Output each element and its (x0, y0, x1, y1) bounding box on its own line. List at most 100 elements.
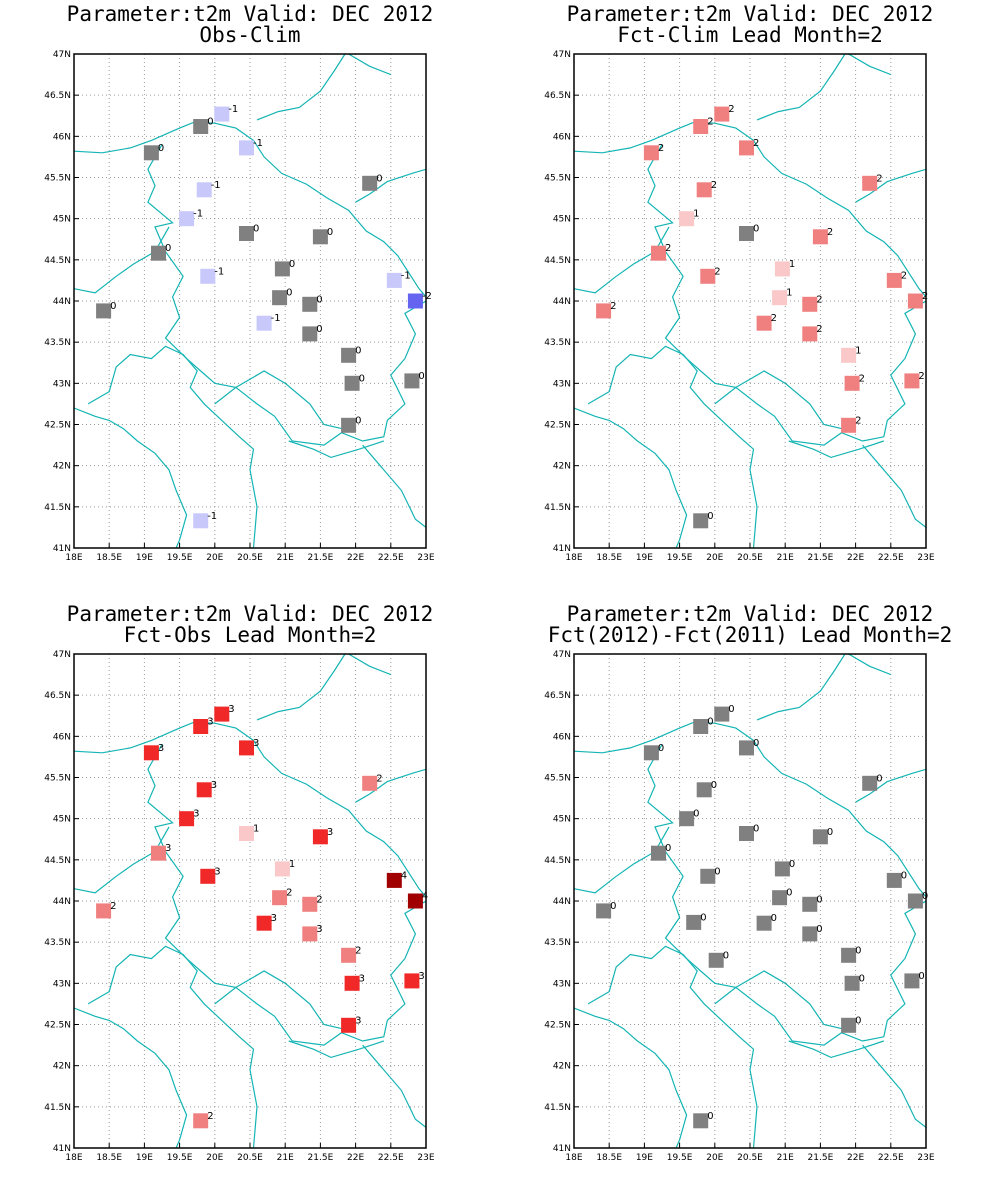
station-value-label: 3 (359, 973, 365, 984)
station-value-label: -1 (193, 209, 203, 220)
lat-tick-label: 43N (53, 379, 71, 389)
station-marker (302, 896, 318, 912)
country-boundary (214, 970, 342, 1030)
station-value-label: -1 (271, 313, 281, 324)
lon-tick-label: 20E (206, 553, 223, 563)
station-marker (708, 952, 724, 968)
station-marker (193, 513, 209, 529)
station-value-label: -1 (207, 511, 217, 522)
lat-tick-label: 44N (553, 897, 571, 907)
station-marker (200, 268, 216, 284)
lon-tick-label: 22.5E (878, 1153, 904, 1163)
station-marker (802, 896, 818, 912)
lat-tick-label: 46.5N (44, 91, 71, 101)
lat-tick-label: 46.5N (544, 91, 571, 101)
station-value-label: 1 (693, 209, 699, 220)
lon-tick-label: 19E (136, 1153, 153, 1163)
lon-tick-label: 19E (136, 553, 153, 563)
station-value-label: -1 (211, 180, 221, 191)
lon-tick-label: 21.5E (808, 553, 834, 563)
country-boundary (362, 1044, 426, 1128)
panel-title: Parameter:t2m Valid: DEC 2012 (566, 2, 934, 26)
station-value-label: 0 (707, 1111, 713, 1122)
station-map: 18E 18.5E 19E 19.5E 20E 20.5E 21E 21.5E 22E 22.5E… (44, 50, 435, 563)
station-marker (362, 775, 378, 791)
station-marker (907, 293, 923, 309)
station-marker (193, 719, 209, 734)
station-marker (841, 417, 857, 433)
lat-tick-label: 42.5N (544, 421, 571, 431)
station-marker (341, 1017, 357, 1033)
lon-tick-label: 22.5E (378, 553, 404, 563)
country-boundary (362, 444, 426, 528)
station-marker (739, 826, 754, 841)
lon-tick-label: 21.5E (308, 1153, 334, 1163)
station-value-label: 0 (707, 717, 713, 728)
station-value-label: 2 (901, 270, 907, 281)
station-marker (643, 745, 659, 761)
station-marker (239, 826, 254, 841)
station-value-label: 0 (827, 827, 833, 838)
lon-tick-label: 20E (206, 1153, 223, 1163)
station-value-label: 0 (753, 224, 759, 235)
lat-tick-label: 43.5N (544, 938, 571, 948)
lat-tick-label: 41.5N (544, 1103, 571, 1113)
country-boundary (256, 654, 346, 721)
station-value-label: 2 (771, 313, 777, 324)
station-marker (693, 1113, 709, 1129)
station-marker (802, 926, 818, 942)
station-value-label: 0 (700, 912, 706, 923)
station-value-label: 3 (327, 827, 333, 838)
station-marker (700, 268, 716, 284)
station-marker (341, 417, 357, 433)
station-marker (907, 893, 923, 909)
station-value-label: 0 (658, 743, 664, 754)
station-marker (693, 719, 709, 734)
lon-tick-label: 21E (277, 1153, 294, 1163)
lat-tick-label: 45.5N (544, 174, 571, 184)
station-value-label: 3 (271, 913, 277, 924)
lon-tick-label: 20E (706, 553, 723, 563)
station-marker (841, 947, 857, 963)
station-value-label: 0 (855, 1015, 861, 1026)
station-value-label: 1 (786, 288, 792, 299)
station-marker (696, 782, 712, 798)
country-boundary (848, 654, 892, 676)
station-value-label: 0 (327, 227, 333, 238)
station-value-label: 2 (316, 894, 322, 905)
station-value-label: 2 (610, 301, 616, 312)
station-value-label: 0 (665, 843, 671, 854)
station-marker (196, 182, 212, 198)
station-value-label: 2 (816, 324, 822, 335)
station-marker (96, 903, 112, 919)
station-marker (386, 272, 402, 288)
lon-tick-label: 23E (917, 1153, 934, 1163)
station-value-label: 0 (253, 224, 259, 235)
station-value-label: 0 (922, 891, 928, 902)
lat-tick-label: 45N (553, 815, 571, 825)
lat-tick-label: 42.5N (44, 1021, 71, 1031)
station-value-label: 0 (723, 950, 729, 961)
station-value-label: 0 (610, 901, 616, 912)
station-map: 18E 18.5E 19E 19.5E 20E 20.5E 21E 21.5E 22E 22.5E… (544, 650, 935, 1163)
lat-tick-label: 46N (553, 732, 571, 742)
station-marker (143, 145, 159, 161)
station-value-label: 3 (355, 1015, 361, 1026)
lat-tick-label: 45.5N (544, 774, 571, 784)
station-value-label: 1 (855, 345, 861, 356)
station-marker (651, 845, 666, 861)
station-marker (844, 975, 860, 991)
country-boundary (574, 121, 926, 298)
lon-tick-label: 21E (277, 553, 294, 563)
station-marker (686, 914, 702, 930)
country-boundary (714, 370, 842, 430)
country-boundary (87, 345, 258, 548)
station-value-label: 3 (418, 971, 424, 982)
station-marker (196, 782, 212, 798)
station-marker (341, 347, 357, 363)
lon-tick-label: 20.5E (237, 553, 263, 563)
station-marker (812, 229, 828, 245)
station-value-label: 0 (376, 173, 382, 184)
lat-tick-label: 44.5N (544, 256, 571, 266)
station-value-label: 0 (707, 511, 713, 522)
